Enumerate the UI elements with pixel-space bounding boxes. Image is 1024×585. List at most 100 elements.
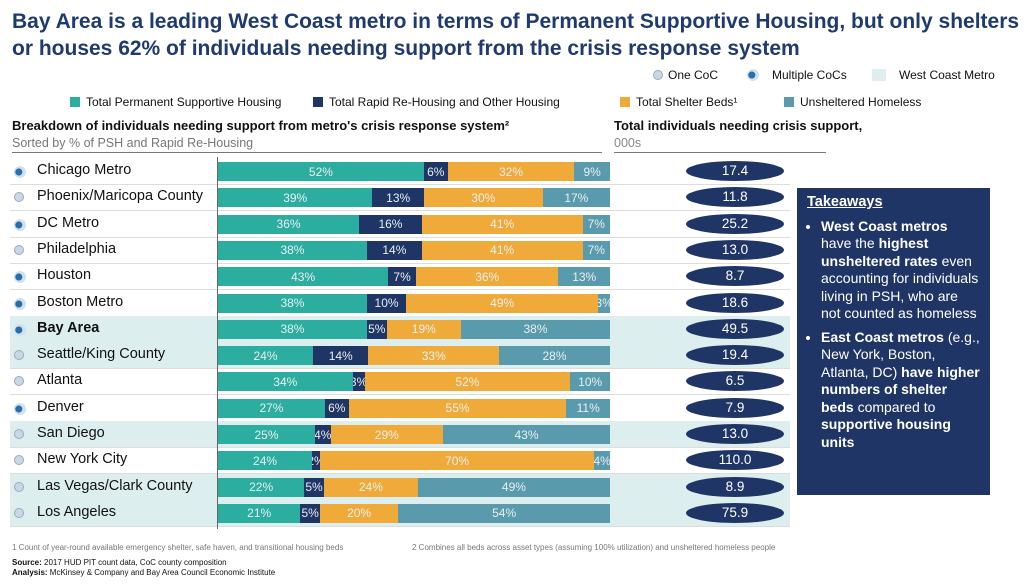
bar-segment-shelter: 19% xyxy=(386,319,462,339)
bar-segment-psh: 52% xyxy=(218,162,424,181)
total-bubble: 25.2 xyxy=(686,213,784,234)
bar-segment-unsheltered: 54% xyxy=(398,503,610,523)
table-row: Las Vegas/Clark County 22% 5% 24% 49% 8.9 xyxy=(10,473,790,501)
category-label: Philadelphia xyxy=(37,240,117,257)
legend-multiple-cocs: Multiple CoCs xyxy=(747,68,847,82)
divider xyxy=(12,152,602,153)
stacked-bar: 38%10%49%3% xyxy=(218,293,610,313)
legend-shelter: Total Shelter Beds¹ xyxy=(620,95,737,109)
psh-swatch xyxy=(70,97,80,107)
footnote-1: 1 Count of year-round available emergenc… xyxy=(12,543,344,552)
category-label: Denver xyxy=(37,398,84,415)
bar-segment-shelter: 36% xyxy=(415,267,559,287)
table-row: Philadelphia 38% 14% 41% 7% 13.0 xyxy=(10,237,790,264)
multiple-cocs-icon xyxy=(14,218,26,231)
one-coc-icon xyxy=(14,192,24,203)
table-row: Seattle/King County 24% 14% 33% 28% 19.4 xyxy=(10,342,790,370)
stacked-bar: 39% 13% 30% 17% xyxy=(218,188,610,208)
one-coc-icon xyxy=(14,455,24,466)
bar-segment-shelter: 41% xyxy=(421,240,583,260)
footnote-2: 2 Combines all beds across asset types (… xyxy=(412,543,776,552)
bar-segment-unsheltered: 4% xyxy=(594,451,610,471)
one-coc-icon xyxy=(14,481,24,492)
bar-segment-psh: 22% xyxy=(218,477,305,497)
bar-segment-shelter: 24% xyxy=(323,477,418,497)
legend-label: Multiple CoCs xyxy=(772,68,847,82)
takeaways-heading: Takeaways xyxy=(807,194,883,210)
legend-one-coc: One CoC xyxy=(653,68,718,82)
legend-label: Total Shelter Beds¹ xyxy=(636,95,738,109)
chart-subtitle: Sorted by % of PSH and Rapid Re-Housing xyxy=(12,136,254,150)
stacked-bar: 43% 7% 36% 13% xyxy=(218,267,610,287)
table-row: Denver 27% 6% 55% 11% 7.9 xyxy=(10,395,790,422)
multiple-cocs-icon xyxy=(14,166,26,178)
legend-label: One CoC xyxy=(668,68,719,82)
takeaway-text: have higher numbers of shelter beds xyxy=(821,363,980,415)
bar-segment-rrh: 5% xyxy=(300,503,320,523)
total-bubble: 19.4 xyxy=(686,345,784,366)
bar-segment-rrh: 5% xyxy=(304,477,324,497)
total-bubble: 18.6 xyxy=(686,292,784,313)
multiple-cocs-icon xyxy=(14,402,26,415)
legend-rrh: Total Rapid Re-Housing and Other Housing xyxy=(313,95,560,109)
category-label: Bay Area xyxy=(37,319,100,336)
total-bubble: 75.9 xyxy=(686,502,784,523)
category-label: Las Vegas/Clark County xyxy=(37,477,193,494)
bar-segment-unsheltered: 10% xyxy=(570,372,610,392)
category-label: Seattle/King County xyxy=(37,346,166,363)
page-title: Bay Area is a leading West Coast metro i… xyxy=(12,10,1020,60)
bar-segment-psh: 36% xyxy=(218,214,360,234)
stacked-bar: 22% 5% 24% 49% xyxy=(218,477,610,497)
one-coc-icon xyxy=(14,244,24,255)
stacked-bar: 38% 14% 41% 7% xyxy=(218,240,610,260)
table-row: DC Metro 36% 16% 41% 7% 25.2 xyxy=(10,211,790,238)
one-coc-icon xyxy=(14,429,24,439)
one-coc-icon xyxy=(14,350,24,361)
legend-psh: Total Permanent Supportive Housing xyxy=(70,95,281,109)
total-bubble: 11.8 xyxy=(686,187,784,208)
bar-segment-unsheltered: 9% xyxy=(574,162,610,181)
one-coc-icon xyxy=(14,376,24,387)
source-label: Source: xyxy=(12,558,42,567)
bar-segment-rrh: 16% xyxy=(359,214,422,234)
west-coast-swatch xyxy=(872,69,886,81)
table-row: Atlanta 34%3%52%10% 6.5 xyxy=(10,368,790,396)
category-label: Houston xyxy=(37,267,92,284)
analysis-text: McKinsey & Company and Bay Area Council … xyxy=(47,568,276,577)
multiple-cocs-icon xyxy=(747,69,759,81)
bar-segment-rrh: 7% xyxy=(388,267,416,287)
bar-segment-psh: 39% xyxy=(218,188,373,208)
bar-segment-shelter: 33% xyxy=(368,346,500,366)
total-bubble: 110.0 xyxy=(686,450,784,471)
bar-segment-unsheltered: 11% xyxy=(566,398,610,418)
bar-segment-rrh: 2% xyxy=(312,451,320,471)
stacked-bar: 38% 5% 19% 38% xyxy=(218,319,610,339)
legend-label: West Coast Metro xyxy=(899,68,995,82)
bar-segment-rrh: 14% xyxy=(313,346,369,366)
legend-west-coast: West Coast Metro xyxy=(872,68,995,82)
category-label: Boston Metro xyxy=(37,293,124,310)
category-label: New York City xyxy=(37,451,128,468)
bar-segment-unsheltered: 38% xyxy=(461,319,610,339)
analysis-label: Analysis: xyxy=(12,568,48,577)
bar-segment-unsheltered: 7% xyxy=(582,240,610,260)
bar-segment-psh: 21% xyxy=(218,503,301,523)
bar-segment-shelter: 29% xyxy=(330,425,444,444)
rrh-swatch xyxy=(313,97,323,107)
bar-segment-shelter: 30% xyxy=(423,188,543,208)
takeaway-text: supportive housing units xyxy=(821,416,951,450)
bar-segment-psh: 27% xyxy=(218,398,325,418)
takeaway-east-coast: East Coast metros (e.g., New York, Bosto… xyxy=(821,329,980,452)
bar-segment-rrh: 3% xyxy=(352,372,365,392)
bar-segment-rrh: 4% xyxy=(315,425,331,444)
legend-label: Total Rapid Re-Housing and Other Housing xyxy=(329,95,560,109)
source-text: 2017 HUD PIT count data, CoC county comp… xyxy=(41,558,227,567)
legend-label: Unsheltered Homeless xyxy=(800,95,922,109)
takeaway-text: (e.g., New York, Boston, Atlanta, DC) xyxy=(821,328,980,380)
bar-segment-shelter: 32% xyxy=(447,162,575,181)
bar-segment-psh: 38% xyxy=(218,319,367,339)
total-bubble: 6.5 xyxy=(686,371,784,392)
stacked-bar: 25% 4% 29% 43% xyxy=(218,425,610,444)
totals-title: Total individuals needing crisis support… xyxy=(614,118,863,133)
chart-title: Breakdown of individuals needing support… xyxy=(12,118,510,133)
